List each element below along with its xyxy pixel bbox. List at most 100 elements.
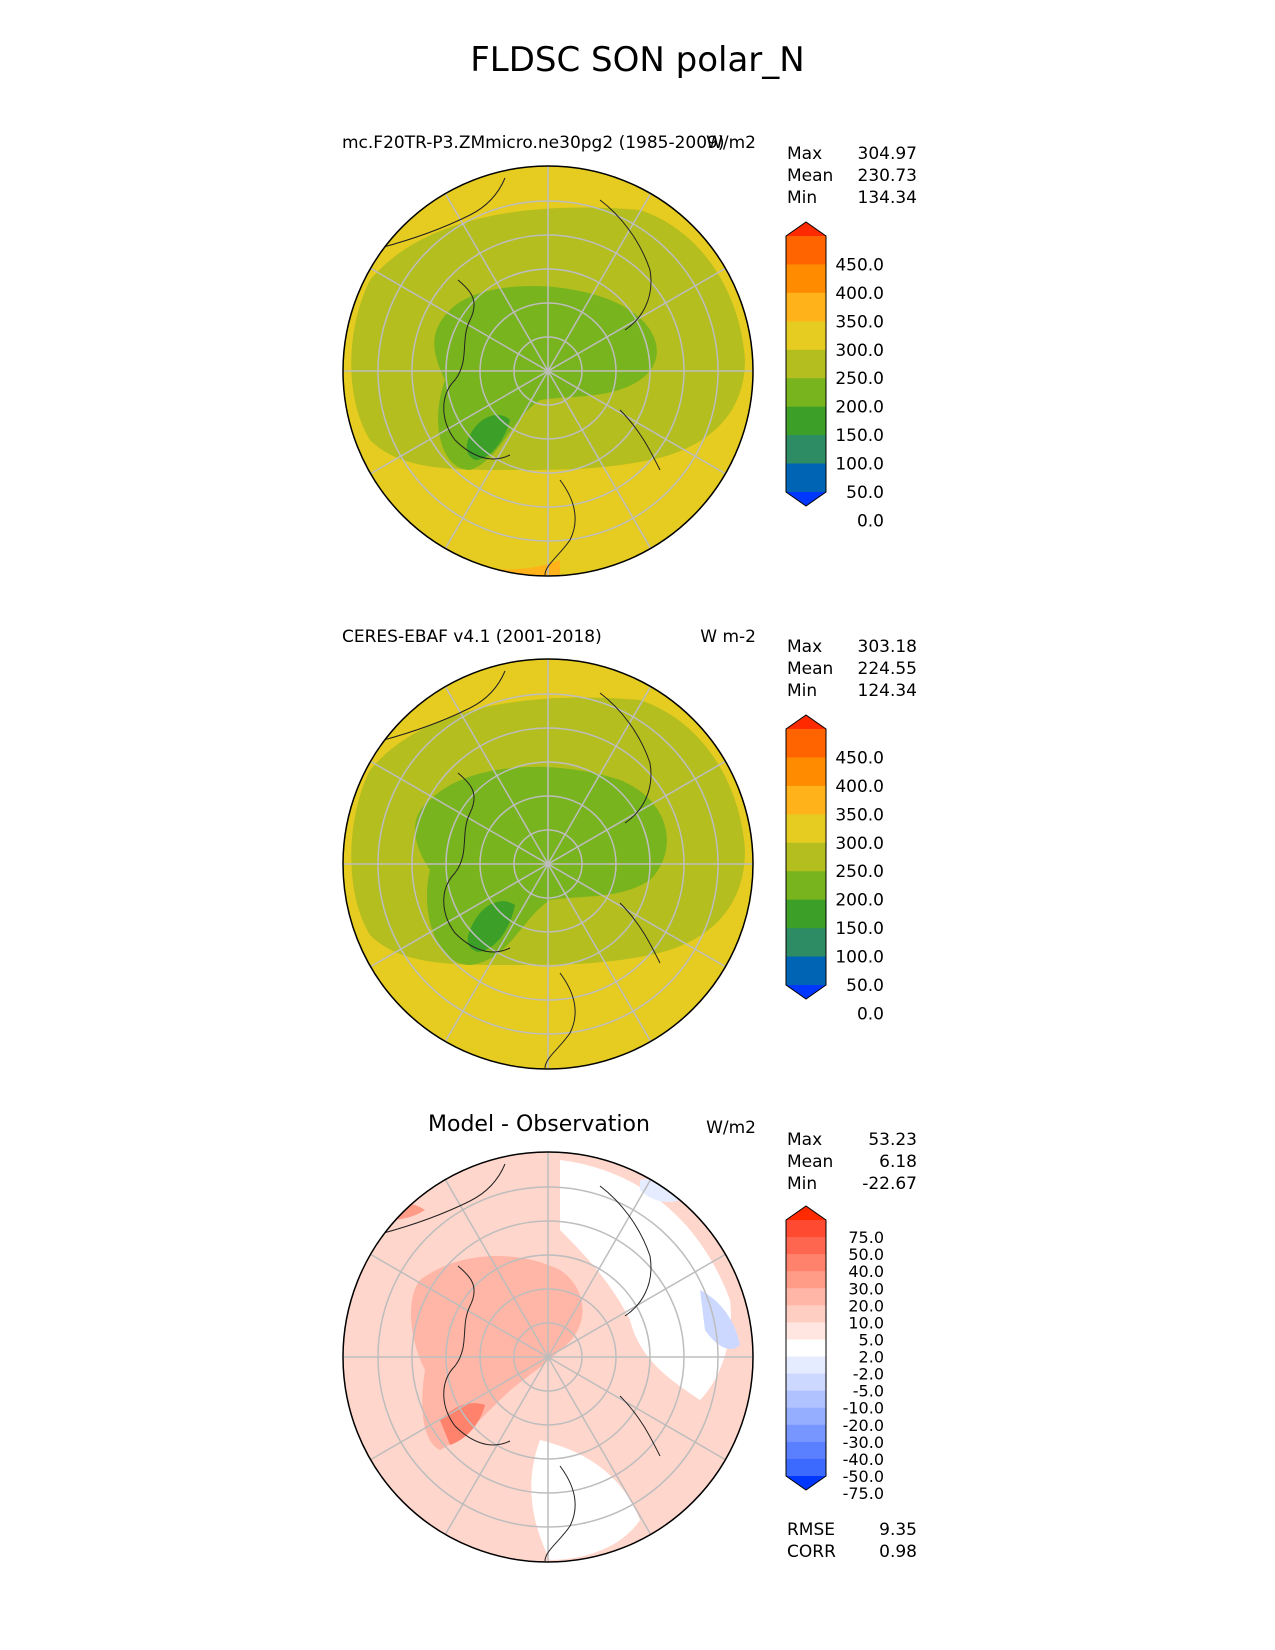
colorbar-segment [786,1458,826,1477]
stat-min: -22.67 [862,1174,917,1194]
metric-label-corr: CORR [787,1542,836,1562]
colorbar-tick-label: -50.0 [843,1467,884,1486]
colorbar-tick-label: 300.0 [835,341,884,361]
polar-map-diff [342,1151,754,1563]
colorbar-tick-label: 350.0 [835,312,884,332]
stat-label-min: Min [787,1174,818,1194]
colorbar-segment [786,1322,826,1340]
colorbar-extend-max [786,222,826,236]
colorbar-segment [786,1271,826,1289]
figure-title: FLDSC SON polar_N [470,40,805,80]
map-border [342,658,754,1070]
colorbar-segment [786,236,826,265]
colorbar-tick-label: 0.0 [857,1004,884,1024]
graticule [343,1152,753,1562]
stat-max: 53.23 [868,1130,917,1150]
colorbar-tick-label: 200.0 [835,891,884,911]
fill-near-zero [531,1440,640,1560]
fill-pos-10-20 [410,1256,583,1450]
colorbar-segment [786,378,826,408]
fill-150-200 [415,766,667,965]
panel-3-units: W/m2 [706,1118,756,1138]
colorbar-segment [786,1339,826,1358]
colorbar-tick-label: -5.0 [853,1382,884,1401]
colorbar-tick-label: 10.0 [848,1313,884,1332]
colorbar-segment [786,1288,826,1306]
colorbar-tick-label: 250.0 [835,862,884,882]
colorbar-tick-label: 40.0 [848,1262,884,1281]
colorbar-tick-label: 300.0 [835,834,884,854]
colorbar-segment [786,1220,826,1238]
colorbar-tick-label: -75.0 [843,1484,884,1503]
stat-label-max: Max [787,637,823,657]
colorbar-tick-label: 50.0 [846,976,884,996]
colorbar-segment [786,463,826,493]
panel-3-stats: Max 53.23 Mean 6.18 Min -22.67 [787,1129,917,1195]
colorbar-segment [786,1373,826,1392]
stat-label-mean: Mean [787,659,834,679]
colorbar-diff: 75.050.040.030.020.010.05.02.0-2.0-5.0-1… [785,1205,884,1503]
fill-negative [640,1178,680,1202]
stat-mean: 230.73 [857,166,917,186]
colorbar-segment [786,956,826,986]
panel-1-units: W/m2 [706,133,756,153]
colorbar-model: 450.0 400.0 350.0 300.0 250.0 200.0 150.0 100.0… [785,221,884,531]
coastlines [379,1163,661,1562]
colorbar-segment [786,729,826,758]
stat-max: 304.97 [857,144,917,164]
stat-min: 124.34 [857,681,917,701]
colorbar-tick-label: 0.0 [857,511,884,531]
colorbar-segment [786,899,826,929]
panel-1-stats: Max 304.97 Mean 230.73 Min 134.34 [787,143,917,209]
stat-mean: 224.55 [857,659,917,679]
colorbar-tick-label: 250.0 [835,369,884,389]
colorbar-outline [785,714,827,1000]
colorbar-tick-label: -2.0 [853,1365,884,1384]
colorbar-tick-label: -30.0 [843,1433,884,1452]
colorbar-outline [785,1205,827,1491]
colorbar-tick-label: 450.0 [835,255,884,275]
polar-map-model [342,165,754,577]
colorbar-segment [786,1390,826,1409]
metric-corr: 0.98 [879,1542,917,1562]
panel-3-title: Model - Observation [428,1112,650,1137]
colorbar-tick-label: 450.0 [835,748,884,768]
panel-2-title: CERES-EBAF v4.1 (2001-2018) [342,627,602,647]
colorbar-segment [786,757,826,787]
stat-label-mean: Mean [787,1152,834,1172]
coastlines [379,177,661,576]
colorbar-extend-min [786,1476,826,1490]
colorbar-extend-min [786,492,826,506]
coastlines [379,670,661,1069]
fill-near-zero [560,1160,731,1400]
colorbar-tick-label: 5.0 [859,1330,884,1349]
colorbar-segment [786,1237,826,1255]
colorbar-tick-label: 150.0 [835,919,884,939]
colorbar-tick-label: 75.0 [848,1228,884,1247]
colorbar-extend-max [786,715,826,729]
stat-min: 134.34 [857,188,917,208]
colorbar-tick-label: 2.0 [859,1348,884,1367]
colorbar-tick-label: 400.0 [835,284,884,304]
stat-label-min: Min [787,681,818,701]
colorbar-segment [786,406,826,436]
colorbar-tick-label: 50.0 [846,483,884,503]
colorbar-tick-label: 20.0 [848,1296,884,1315]
stat-label-max: Max [787,1130,823,1150]
stat-label-max: Max [787,144,823,164]
metric-label-rmse: RMSE [787,1520,836,1540]
panel-2-units: W m-2 [700,627,756,647]
colorbar-tick-label: 350.0 [835,805,884,825]
colorbar-tick-label: 30.0 [848,1279,884,1298]
colorbar-segment [786,349,826,379]
stat-label-min: Min [787,188,818,208]
colorbar-segment [786,928,826,958]
colorbar-tick-label: -40.0 [843,1450,884,1469]
panel-2-stats: Max 303.18 Mean 224.55 Min 124.34 [787,636,917,702]
colorbar-segment [786,1441,826,1460]
colorbar-segment [786,264,826,294]
panel-1-title: mc.F20TR-P3.ZMmicro.ne30pg2 (1985-2009) [342,133,725,153]
colorbar-segment [786,785,826,815]
colorbar-segment [786,1305,826,1323]
